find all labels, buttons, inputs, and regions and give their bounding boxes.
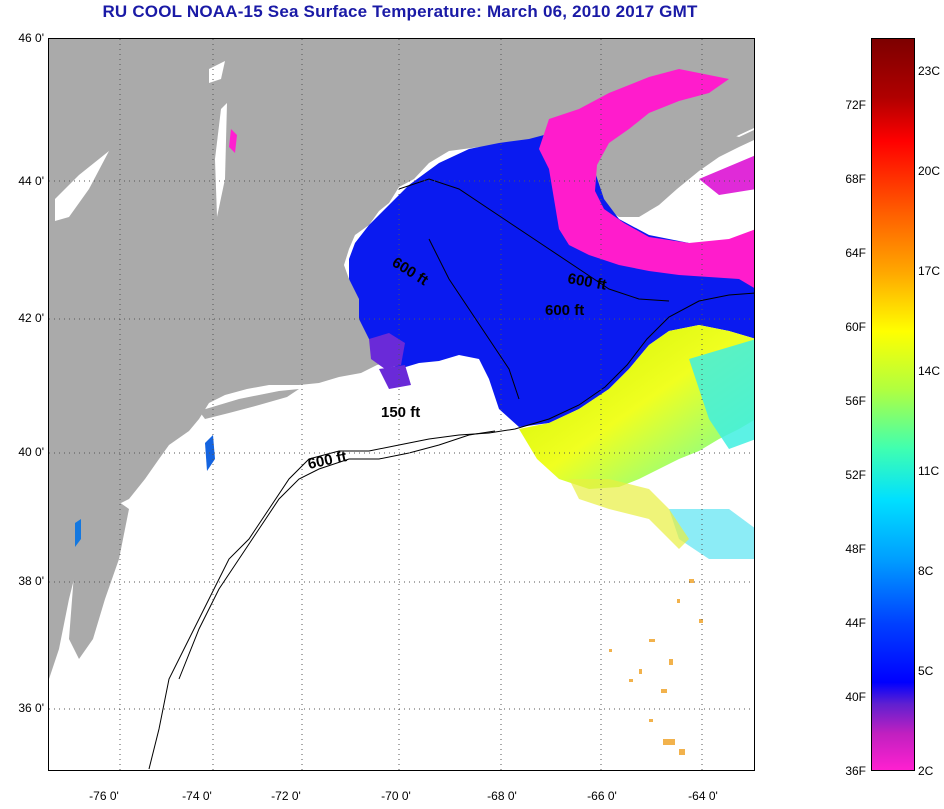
- colorbar-f-60: 60F: [845, 320, 866, 334]
- colorbar-c-20: 20C: [918, 164, 941, 178]
- map-title: RU COOL NOAA-15 Sea Surface Temperature:…: [102, 2, 698, 21]
- bathymetry-contours: [148, 178, 754, 770]
- colorbar-c-2: 2C: [918, 764, 934, 778]
- contour-label-150ft: 150 ft: [381, 404, 420, 421]
- colorbar-f-72: 72F: [845, 98, 866, 112]
- graticule: [49, 39, 754, 770]
- land-delmarva: [69, 495, 129, 659]
- colorbar-c-11: 11C: [918, 464, 940, 478]
- colorbar-c-17: 17C: [918, 264, 941, 278]
- lat-label-36: 36 0': [18, 701, 44, 715]
- land-nova-scotia: [589, 123, 754, 217]
- lat-label-46: 46 0': [18, 31, 44, 45]
- lat-label-38: 38 0': [18, 574, 44, 588]
- lon-label-70: -70 0': [381, 789, 411, 803]
- colorbar-f-40: 40F: [845, 690, 866, 704]
- land-long-island: [199, 389, 299, 419]
- colorbar-c-5: 5C: [918, 664, 934, 678]
- sst-map-canvas: 600 ft 600 ft 600 ft 150 ft 600 ft: [49, 39, 754, 770]
- colorbar-f-48: 48F: [845, 542, 866, 556]
- colorbar-f-68: 68F: [845, 172, 866, 186]
- contour-label-600ft-b: 600 ft: [566, 270, 608, 294]
- lon-label-72: -72 0': [271, 789, 301, 803]
- lat-label-42: 42 0': [18, 311, 44, 325]
- temperature-colorbar: [871, 38, 915, 771]
- lat-label-44: 44 0': [18, 174, 44, 188]
- colorbar-f-36: 36F: [845, 764, 866, 778]
- sst-cold-water: [349, 119, 754, 427]
- colorbar-f-56: 56F: [845, 394, 866, 408]
- lon-label-66: -66 0': [587, 789, 617, 803]
- colorbar-c-23: 23C: [918, 64, 941, 78]
- lon-label-74: -74 0': [182, 789, 212, 803]
- lon-label-68: -68 0': [487, 789, 517, 803]
- colorbar-c-8: 8C: [918, 564, 934, 578]
- lon-label-76: -76 0': [89, 789, 119, 803]
- colorbar-f-64: 64F: [845, 246, 866, 260]
- lat-label-40: 40 0': [18, 445, 44, 459]
- colorbar-f-52: 52F: [845, 468, 866, 482]
- contour-label-600ft-c: 600 ft: [545, 302, 584, 319]
- lon-label-64: -64 0': [688, 789, 718, 803]
- colorbar-c-14: 14C: [918, 364, 941, 378]
- sst-warm-speckles: [609, 579, 703, 755]
- sst-magenta-water: [539, 69, 754, 288]
- sst-map[interactable]: 600 ft 600 ft 600 ft 150 ft 600 ft: [48, 38, 755, 771]
- colorbar-f-44: 44F: [845, 616, 866, 630]
